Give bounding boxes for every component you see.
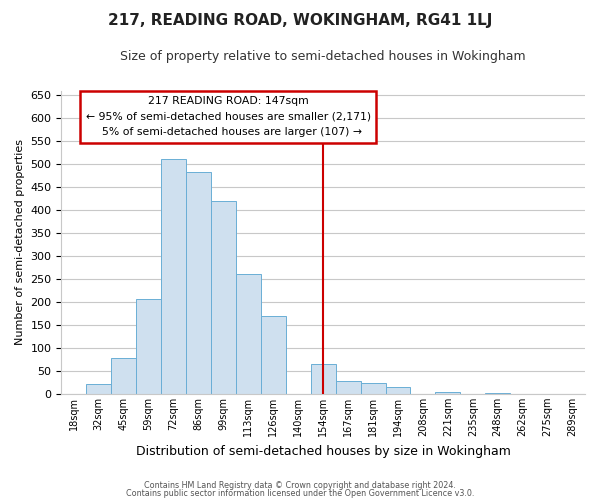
Title: Size of property relative to semi-detached houses in Wokingham: Size of property relative to semi-detach… — [121, 50, 526, 63]
Bar — [436, 392, 460, 394]
Bar — [136, 299, 161, 394]
Text: 217, READING ROAD, WOKINGHAM, RG41 1LJ: 217, READING ROAD, WOKINGHAM, RG41 1LJ — [108, 12, 492, 28]
Bar — [335, 381, 361, 394]
Bar — [186, 172, 211, 394]
Bar — [86, 384, 111, 394]
Bar — [361, 383, 386, 394]
Bar — [311, 364, 335, 394]
Bar — [111, 358, 136, 394]
Bar — [161, 160, 186, 394]
Bar — [211, 201, 236, 394]
X-axis label: Distribution of semi-detached houses by size in Wokingham: Distribution of semi-detached houses by … — [136, 444, 511, 458]
Text: Contains public sector information licensed under the Open Government Licence v3: Contains public sector information licen… — [126, 488, 474, 498]
Y-axis label: Number of semi-detached properties: Number of semi-detached properties — [15, 139, 25, 345]
Text: 217 READING ROAD: 147sqm
← 95% of semi-detached houses are smaller (2,171)
  5% : 217 READING ROAD: 147sqm ← 95% of semi-d… — [86, 96, 371, 138]
Text: Contains HM Land Registry data © Crown copyright and database right 2024.: Contains HM Land Registry data © Crown c… — [144, 481, 456, 490]
Bar — [386, 388, 410, 394]
Bar — [236, 274, 261, 394]
Bar — [261, 316, 286, 394]
Bar — [485, 392, 510, 394]
